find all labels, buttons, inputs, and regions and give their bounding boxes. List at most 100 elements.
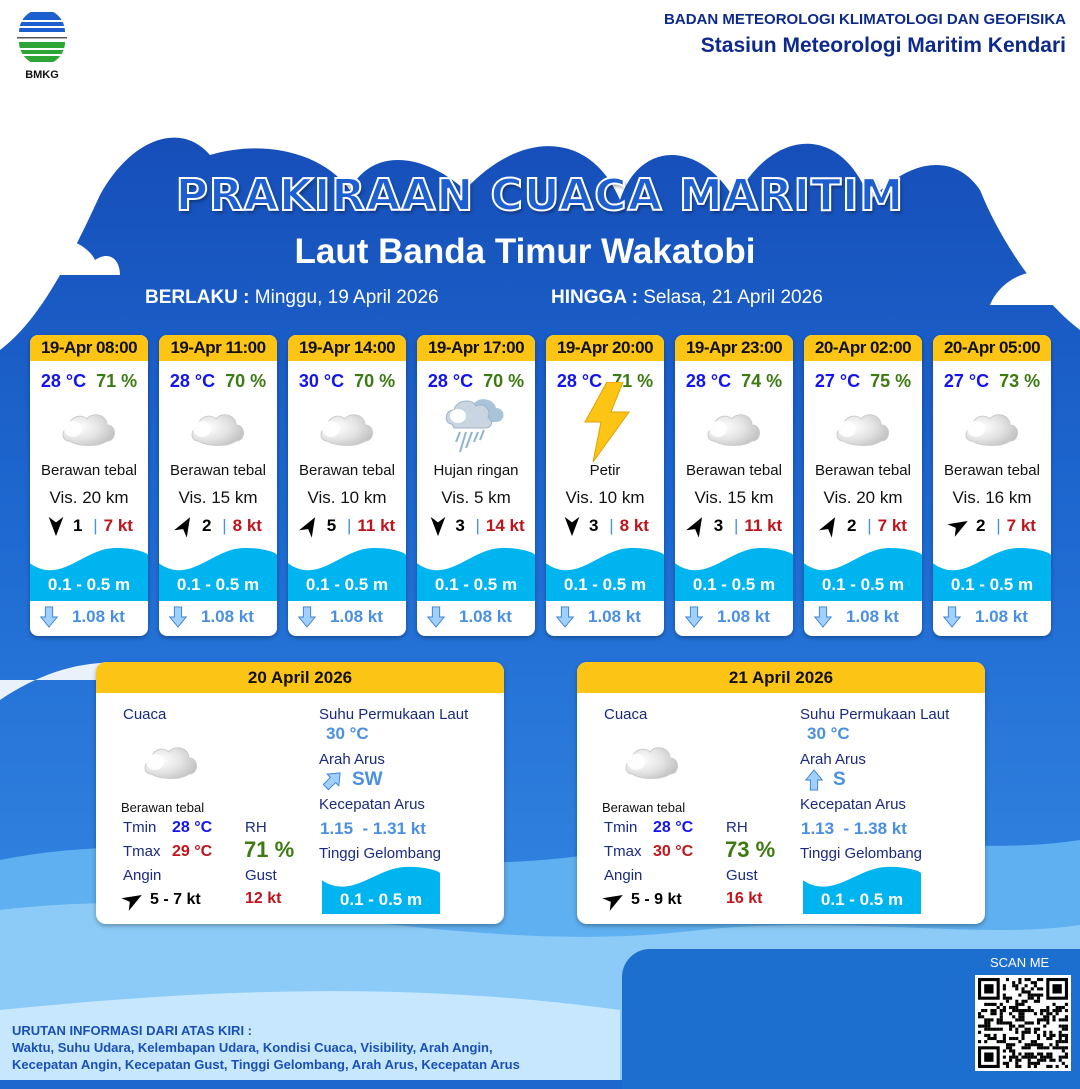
divider: | — [88, 516, 98, 535]
current-speed: 1.08 kt — [588, 607, 641, 626]
humidity: 73 % — [999, 371, 1041, 391]
wind-speed: 2 — [976, 516, 986, 535]
valid-from-date: Minggu, 19 April 2026 — [254, 287, 439, 308]
current-speed-min: 1.13 — [801, 819, 835, 838]
current-direction-icon — [555, 606, 575, 628]
divider: | — [470, 516, 480, 535]
tmin-value: 28 °C — [172, 819, 213, 836]
weather-label: Cuaca — [123, 706, 167, 723]
current-direction: S — [803, 768, 846, 792]
temp-humidity: 28 °C 74 % — [675, 371, 793, 392]
current-speed: 1.08 kt — [330, 607, 383, 626]
wave-height: 0.1 - 0.5 m — [288, 547, 406, 601]
wave-height-value: 0.1 - 0.5 m — [176, 575, 260, 594]
cloud-icon — [804, 392, 922, 462]
current-direction-icon — [942, 606, 962, 628]
lightning-icon — [546, 382, 664, 462]
gust-speed: 7 kt — [877, 516, 907, 535]
wind-speed: 5 - 9 kt — [631, 891, 682, 908]
wind-speed: 3 — [713, 516, 724, 535]
current-speed-value: 1.13 - 1.38 kt — [801, 819, 907, 839]
footer-heading: URUTAN INFORMASI DARI ATAS KIRI : — [12, 1023, 252, 1038]
divider: | — [862, 516, 872, 535]
current-speed-max: - 1.31 kt — [362, 819, 426, 838]
valid-until: HINGGA : Selasa, 21 April 2026 — [551, 287, 823, 309]
cloud-icon — [675, 392, 793, 462]
humidity: 70 % — [483, 371, 525, 391]
wave-height-value: 0.1 - 0.5 m — [47, 575, 131, 594]
temp-humidity: 30 °C 70 % — [288, 371, 406, 392]
visibility: Vis. 16 km — [952, 488, 1032, 507]
weather-condition: Berawan tebal — [602, 800, 686, 815]
divider: | — [729, 516, 739, 535]
divider: | — [991, 516, 1001, 535]
humidity: 70 % — [225, 371, 267, 391]
current-speed: 1.08 kt — [846, 607, 899, 626]
temp-humidity: 28 °C 70 % — [417, 371, 535, 392]
current-speed-label: Kecepatan Arus — [800, 796, 906, 813]
air-temperature: 30 °C — [298, 371, 345, 391]
wave-height: 0.1 - 0.5 m — [417, 547, 535, 601]
air-temperature: 27 °C — [943, 371, 990, 391]
wave-height-value: 0.1 - 0.5 m — [339, 890, 423, 909]
valid-from-label: BERLAKU : — [145, 287, 250, 308]
current-direction-icon — [322, 772, 341, 791]
temp-humidity: 28 °C 71 % — [30, 371, 148, 392]
sst-label: Suhu Permukaan Laut — [800, 706, 950, 723]
weather-condition: Berawan tebal — [686, 462, 782, 479]
wave-label: Tinggi Gelombang — [319, 845, 442, 862]
current-speed: 1.08 kt — [72, 607, 125, 626]
current-direction-icon — [297, 606, 317, 628]
qr-code[interactable] — [975, 975, 1071, 1071]
tmin-value: 28 °C — [653, 819, 694, 836]
cloud-icon — [288, 392, 406, 462]
weather-condition: Berawan tebal — [299, 462, 395, 479]
wave-height: 0.1 - 0.5 m — [933, 547, 1051, 601]
forecast-card: 19-Apr 17:00 28 °C 70 % Hujan ringan Vis… — [417, 335, 535, 636]
air-temperature: 28 °C — [556, 371, 603, 391]
wind-direction-icon — [48, 516, 64, 537]
current-speed-label: Kecepatan Arus — [319, 796, 425, 813]
gust-label: Gust — [726, 867, 758, 884]
forecast-time: 19-Apr 08:00 — [30, 335, 148, 361]
wind-speed: 3 — [455, 516, 465, 535]
current-direction: SW — [322, 768, 383, 792]
current-speed: 1.08 kt — [975, 607, 1028, 626]
wind-speed: 2 — [847, 516, 857, 535]
current-direction-icon — [168, 606, 188, 628]
gust-speed: 8 kt — [619, 516, 649, 535]
current-direction-value: SW — [352, 769, 383, 790]
gust-speed: 14 kt — [485, 516, 525, 535]
gust-speed: 11 kt — [357, 516, 396, 535]
forecast-time: 19-Apr 11:00 — [159, 335, 277, 361]
tmax-label: Tmax — [123, 843, 161, 860]
logo-text: BMKG — [25, 69, 59, 81]
current-direction-icon — [426, 606, 446, 628]
visibility: Vis. 20 km — [823, 488, 903, 507]
divider: | — [342, 516, 352, 535]
wind-speed: 3 — [589, 516, 599, 535]
wave-height: 0.1 - 0.5 m — [322, 866, 440, 914]
forecast-card: 20-Apr 02:00 27 °C 75 % Berawan tebal Vi… — [804, 335, 922, 636]
sst-label: Suhu Permukaan Laut — [319, 706, 469, 723]
current-direction-icon — [39, 606, 59, 628]
weather-label: Cuaca — [604, 706, 648, 723]
forecast-time: 19-Apr 14:00 — [288, 335, 406, 361]
wind-info: 5 | 11 kt — [288, 514, 406, 538]
tmin-label: Tmin — [604, 819, 638, 836]
rh-label: RH — [245, 819, 267, 836]
forecast-card: 19-Apr 23:00 28 °C 74 % Berawan tebal Vi… — [675, 335, 793, 636]
wave-height-value: 0.1 - 0.5 m — [434, 575, 518, 594]
cloud-icon — [622, 738, 682, 787]
humidity: 71 % — [96, 371, 138, 391]
cloud-icon — [159, 392, 277, 462]
forecast-time: 19-Apr 23:00 — [675, 335, 793, 361]
visibility: Vis. 10 km — [565, 488, 645, 507]
visibility: Vis. 5 km — [441, 488, 511, 507]
current-speed: 1.08 kt — [201, 607, 254, 626]
air-temperature: 28 °C — [40, 371, 87, 391]
forecast-card: 19-Apr 14:00 30 °C 70 % Berawan tebal Vi… — [288, 335, 406, 636]
wave-height: 0.1 - 0.5 m — [803, 866, 921, 914]
wave-height-value: 0.1 - 0.5 m — [305, 575, 389, 594]
wind-direction-icon — [298, 517, 315, 538]
